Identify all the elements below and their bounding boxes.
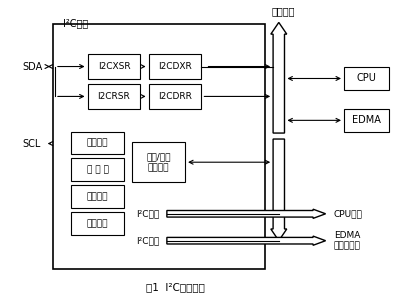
Text: 控制/状态
寄存器组: 控制/状态 寄存器组 bbox=[147, 152, 171, 172]
Text: CPU中断: CPU中断 bbox=[334, 209, 363, 218]
Text: SCL: SCL bbox=[22, 138, 41, 149]
Text: I2CDRR: I2CDRR bbox=[158, 92, 192, 101]
Bar bbox=[344, 67, 389, 90]
Bar bbox=[71, 158, 124, 181]
Text: 总线仲裁: 总线仲裁 bbox=[87, 219, 108, 228]
Text: CPU: CPU bbox=[357, 74, 376, 83]
Bar bbox=[71, 212, 124, 235]
Text: EDMA: EDMA bbox=[352, 115, 381, 125]
Bar bbox=[132, 142, 185, 182]
Text: 时钟同步: 时钟同步 bbox=[87, 138, 108, 147]
Text: I²C模块: I²C模块 bbox=[63, 19, 88, 28]
Bar bbox=[53, 24, 265, 269]
Text: 分 频 器: 分 频 器 bbox=[87, 165, 109, 174]
Text: I2CRSR: I2CRSR bbox=[98, 92, 130, 101]
Bar bbox=[88, 54, 140, 79]
Text: 数据总线: 数据总线 bbox=[271, 7, 295, 16]
Bar bbox=[149, 54, 201, 79]
Bar bbox=[71, 132, 124, 154]
Text: I2CXSR: I2CXSR bbox=[98, 62, 130, 71]
Text: I²C事件: I²C事件 bbox=[136, 236, 160, 245]
Text: I2CDXR: I2CDXR bbox=[158, 62, 192, 71]
Polygon shape bbox=[271, 22, 287, 133]
Bar bbox=[71, 185, 124, 208]
Text: 噪声滤波: 噪声滤波 bbox=[87, 192, 108, 201]
Bar bbox=[88, 84, 140, 109]
Text: SDA: SDA bbox=[22, 62, 43, 71]
Text: 图1  I²C模块结构: 图1 I²C模块结构 bbox=[146, 282, 204, 292]
Bar bbox=[149, 84, 201, 109]
Polygon shape bbox=[271, 139, 287, 241]
Text: I²C中断: I²C中断 bbox=[136, 209, 160, 218]
Polygon shape bbox=[167, 209, 326, 218]
Bar bbox=[344, 109, 389, 132]
Text: EDMA
控制器同步: EDMA 控制器同步 bbox=[334, 231, 361, 250]
Polygon shape bbox=[167, 236, 326, 245]
